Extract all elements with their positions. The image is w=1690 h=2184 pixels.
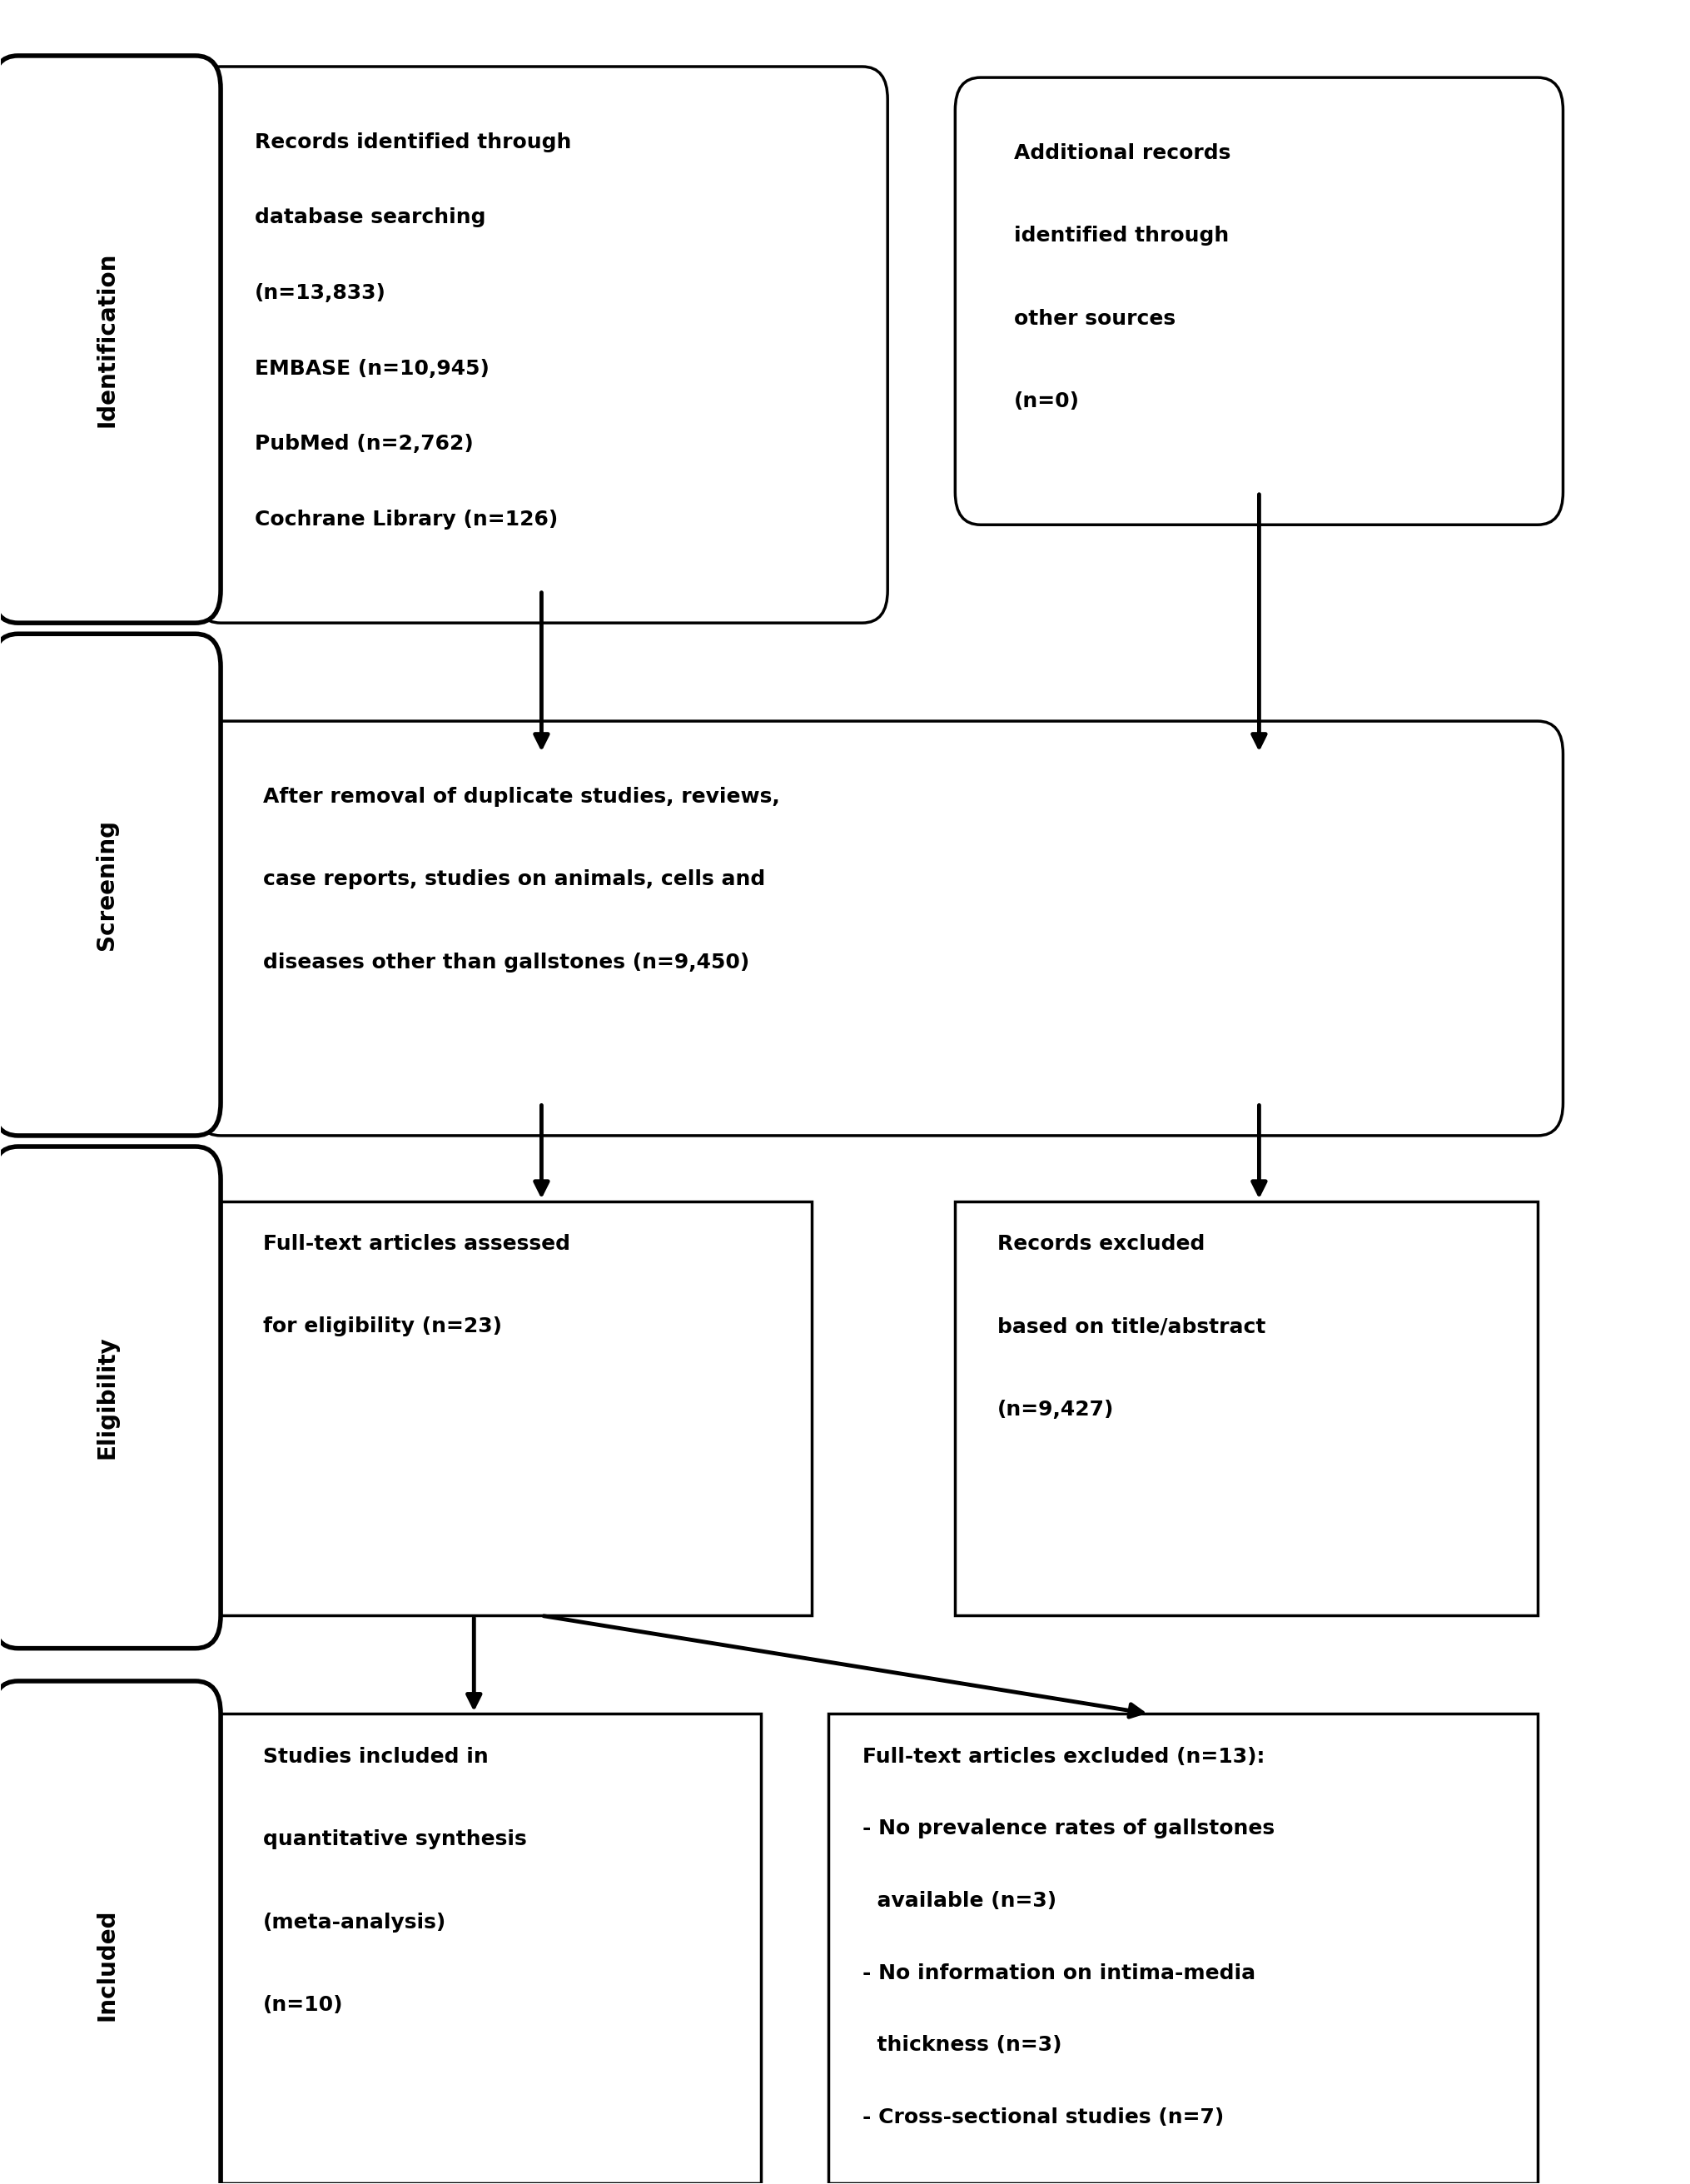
FancyBboxPatch shape (955, 1201, 1536, 1616)
Text: for eligibility (n=23): for eligibility (n=23) (262, 1317, 502, 1337)
Text: - Cross-sectional studies (n=7): - Cross-sectional studies (n=7) (862, 2108, 1224, 2127)
Text: Included: Included (95, 1909, 118, 2020)
FancyBboxPatch shape (221, 1201, 811, 1616)
FancyBboxPatch shape (221, 1714, 760, 2182)
Text: Identification: Identification (95, 251, 118, 426)
FancyBboxPatch shape (828, 1714, 1536, 2182)
Text: PubMed (n=2,762): PubMed (n=2,762) (254, 435, 473, 454)
Text: Full-text articles excluded (n=13):: Full-text articles excluded (n=13): (862, 1747, 1264, 1767)
FancyBboxPatch shape (0, 57, 221, 622)
Text: Full-text articles assessed: Full-text articles assessed (262, 1234, 570, 1254)
Text: (n=0): (n=0) (1014, 391, 1080, 411)
Text: (n=10): (n=10) (262, 1996, 343, 2016)
Text: Cochrane Library (n=126): Cochrane Library (n=126) (254, 509, 558, 531)
Text: (n=9,427): (n=9,427) (997, 1400, 1114, 1420)
FancyBboxPatch shape (196, 66, 887, 622)
Text: (n=13,833): (n=13,833) (254, 284, 385, 304)
Text: Screening: Screening (95, 819, 118, 950)
Text: thickness (n=3): thickness (n=3) (862, 2035, 1061, 2055)
Text: other sources: other sources (1014, 308, 1175, 330)
Text: - No prevalence rates of gallstones: - No prevalence rates of gallstones (862, 1819, 1274, 1839)
Text: Additional records: Additional records (1014, 142, 1230, 164)
Text: After removal of duplicate studies, reviews,: After removal of duplicate studies, revi… (262, 786, 779, 806)
Text: (meta-analysis): (meta-analysis) (262, 1913, 446, 1933)
Text: Eligibility: Eligibility (95, 1337, 118, 1459)
Text: available (n=3): available (n=3) (862, 1891, 1056, 1911)
Text: diseases other than gallstones (n=9,450): diseases other than gallstones (n=9,450) (262, 952, 749, 972)
Text: identified through: identified through (1014, 225, 1229, 247)
Text: - No information on intima-media: - No information on intima-media (862, 1963, 1254, 1983)
Text: database searching: database searching (254, 207, 485, 227)
Text: EMBASE (n=10,945): EMBASE (n=10,945) (254, 358, 488, 378)
FancyBboxPatch shape (0, 1682, 221, 2184)
Text: Studies included in: Studies included in (262, 1747, 488, 1767)
Text: case reports, studies on animals, cells and: case reports, studies on animals, cells … (262, 869, 764, 889)
FancyBboxPatch shape (0, 1147, 221, 1649)
Text: Records excluded: Records excluded (997, 1234, 1205, 1254)
Text: based on title/abstract: based on title/abstract (997, 1317, 1266, 1337)
FancyBboxPatch shape (0, 633, 221, 1136)
Text: Records identified through: Records identified through (254, 131, 571, 153)
FancyBboxPatch shape (955, 76, 1562, 524)
Text: quantitative synthesis: quantitative synthesis (262, 1830, 526, 1850)
FancyBboxPatch shape (196, 721, 1562, 1136)
